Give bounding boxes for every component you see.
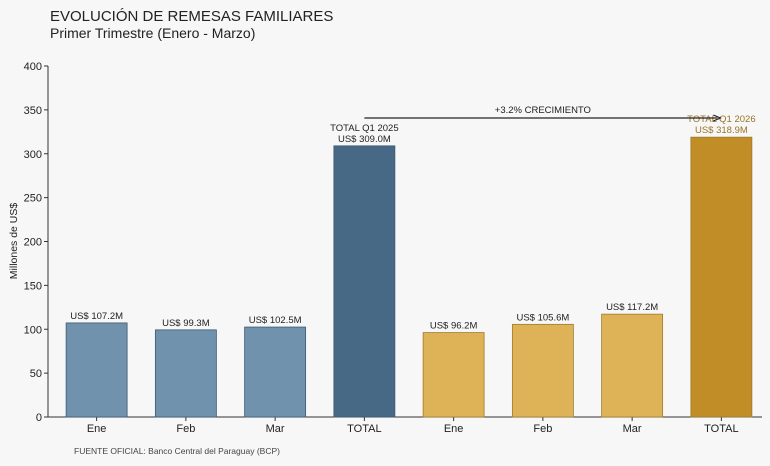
x-tick-label: Feb [533,423,552,435]
bar [601,313,664,418]
bar [690,136,753,418]
y-tick-label: 200 [24,237,42,249]
data-label: US$ 105.6M [516,312,569,323]
y-tick-label: 250 [24,193,42,205]
data-label: US$ 96.2M [430,321,478,332]
y-axis-label: Millones de US$ [8,203,20,280]
y-tick-label: 150 [24,280,42,292]
bar [511,323,574,418]
growth-annotation: +3.2% CRECIMIENTO [364,105,722,122]
data-label: US$ 102.5M [249,315,302,326]
bar [333,145,396,418]
data-label: US$ 117.2M [606,302,658,313]
y-tick-label: 300 [24,149,42,161]
x-tick-label: Ene [87,423,107,435]
data-label: US$ 107.2M [70,311,123,322]
y-tick-label: 350 [24,105,42,117]
x-tick-label: TOTAL [347,423,381,435]
x-tick-label: TOTAL [704,423,738,435]
data-label: US$ 309.0M [338,134,391,145]
bar [422,332,485,418]
x-tick-label: Mar [266,423,285,435]
y-tick-label: 50 [30,368,42,380]
x-tick-label: Mar [623,423,642,435]
y-tick-label: 100 [24,324,42,336]
growth-arrow-head [713,114,722,122]
growth-label: +3.2% CRECIMIENTO [495,105,591,116]
source-note: FUENTE OFICIAL: Banco Central del Paragu… [74,446,280,456]
bar [154,329,217,418]
data-label: TOTAL Q1 2025 [330,123,398,134]
bar [65,322,128,418]
data-label: US$ 318.9M [695,125,748,136]
chart-title: EVOLUCIÓN DE REMESAS FAMILIARES [50,8,334,25]
y-tick-label: 400 [24,61,42,73]
data-label: TOTAL Q1 2026 [687,114,755,125]
x-tick-label: Ene [444,423,464,435]
data-label: US$ 99.3M [162,318,210,329]
chart-subtitle: Primer Trimestre (Enero - Marzo) [50,25,256,41]
chart-bars [65,136,753,418]
x-tick-label: Feb [176,423,195,435]
y-tick-label: 0 [36,412,42,424]
chart-data-labels: US$ 107.2M US$ 99.3M US$ 102.5M TOTAL Q1 20… [70,114,755,331]
bar [244,326,307,418]
